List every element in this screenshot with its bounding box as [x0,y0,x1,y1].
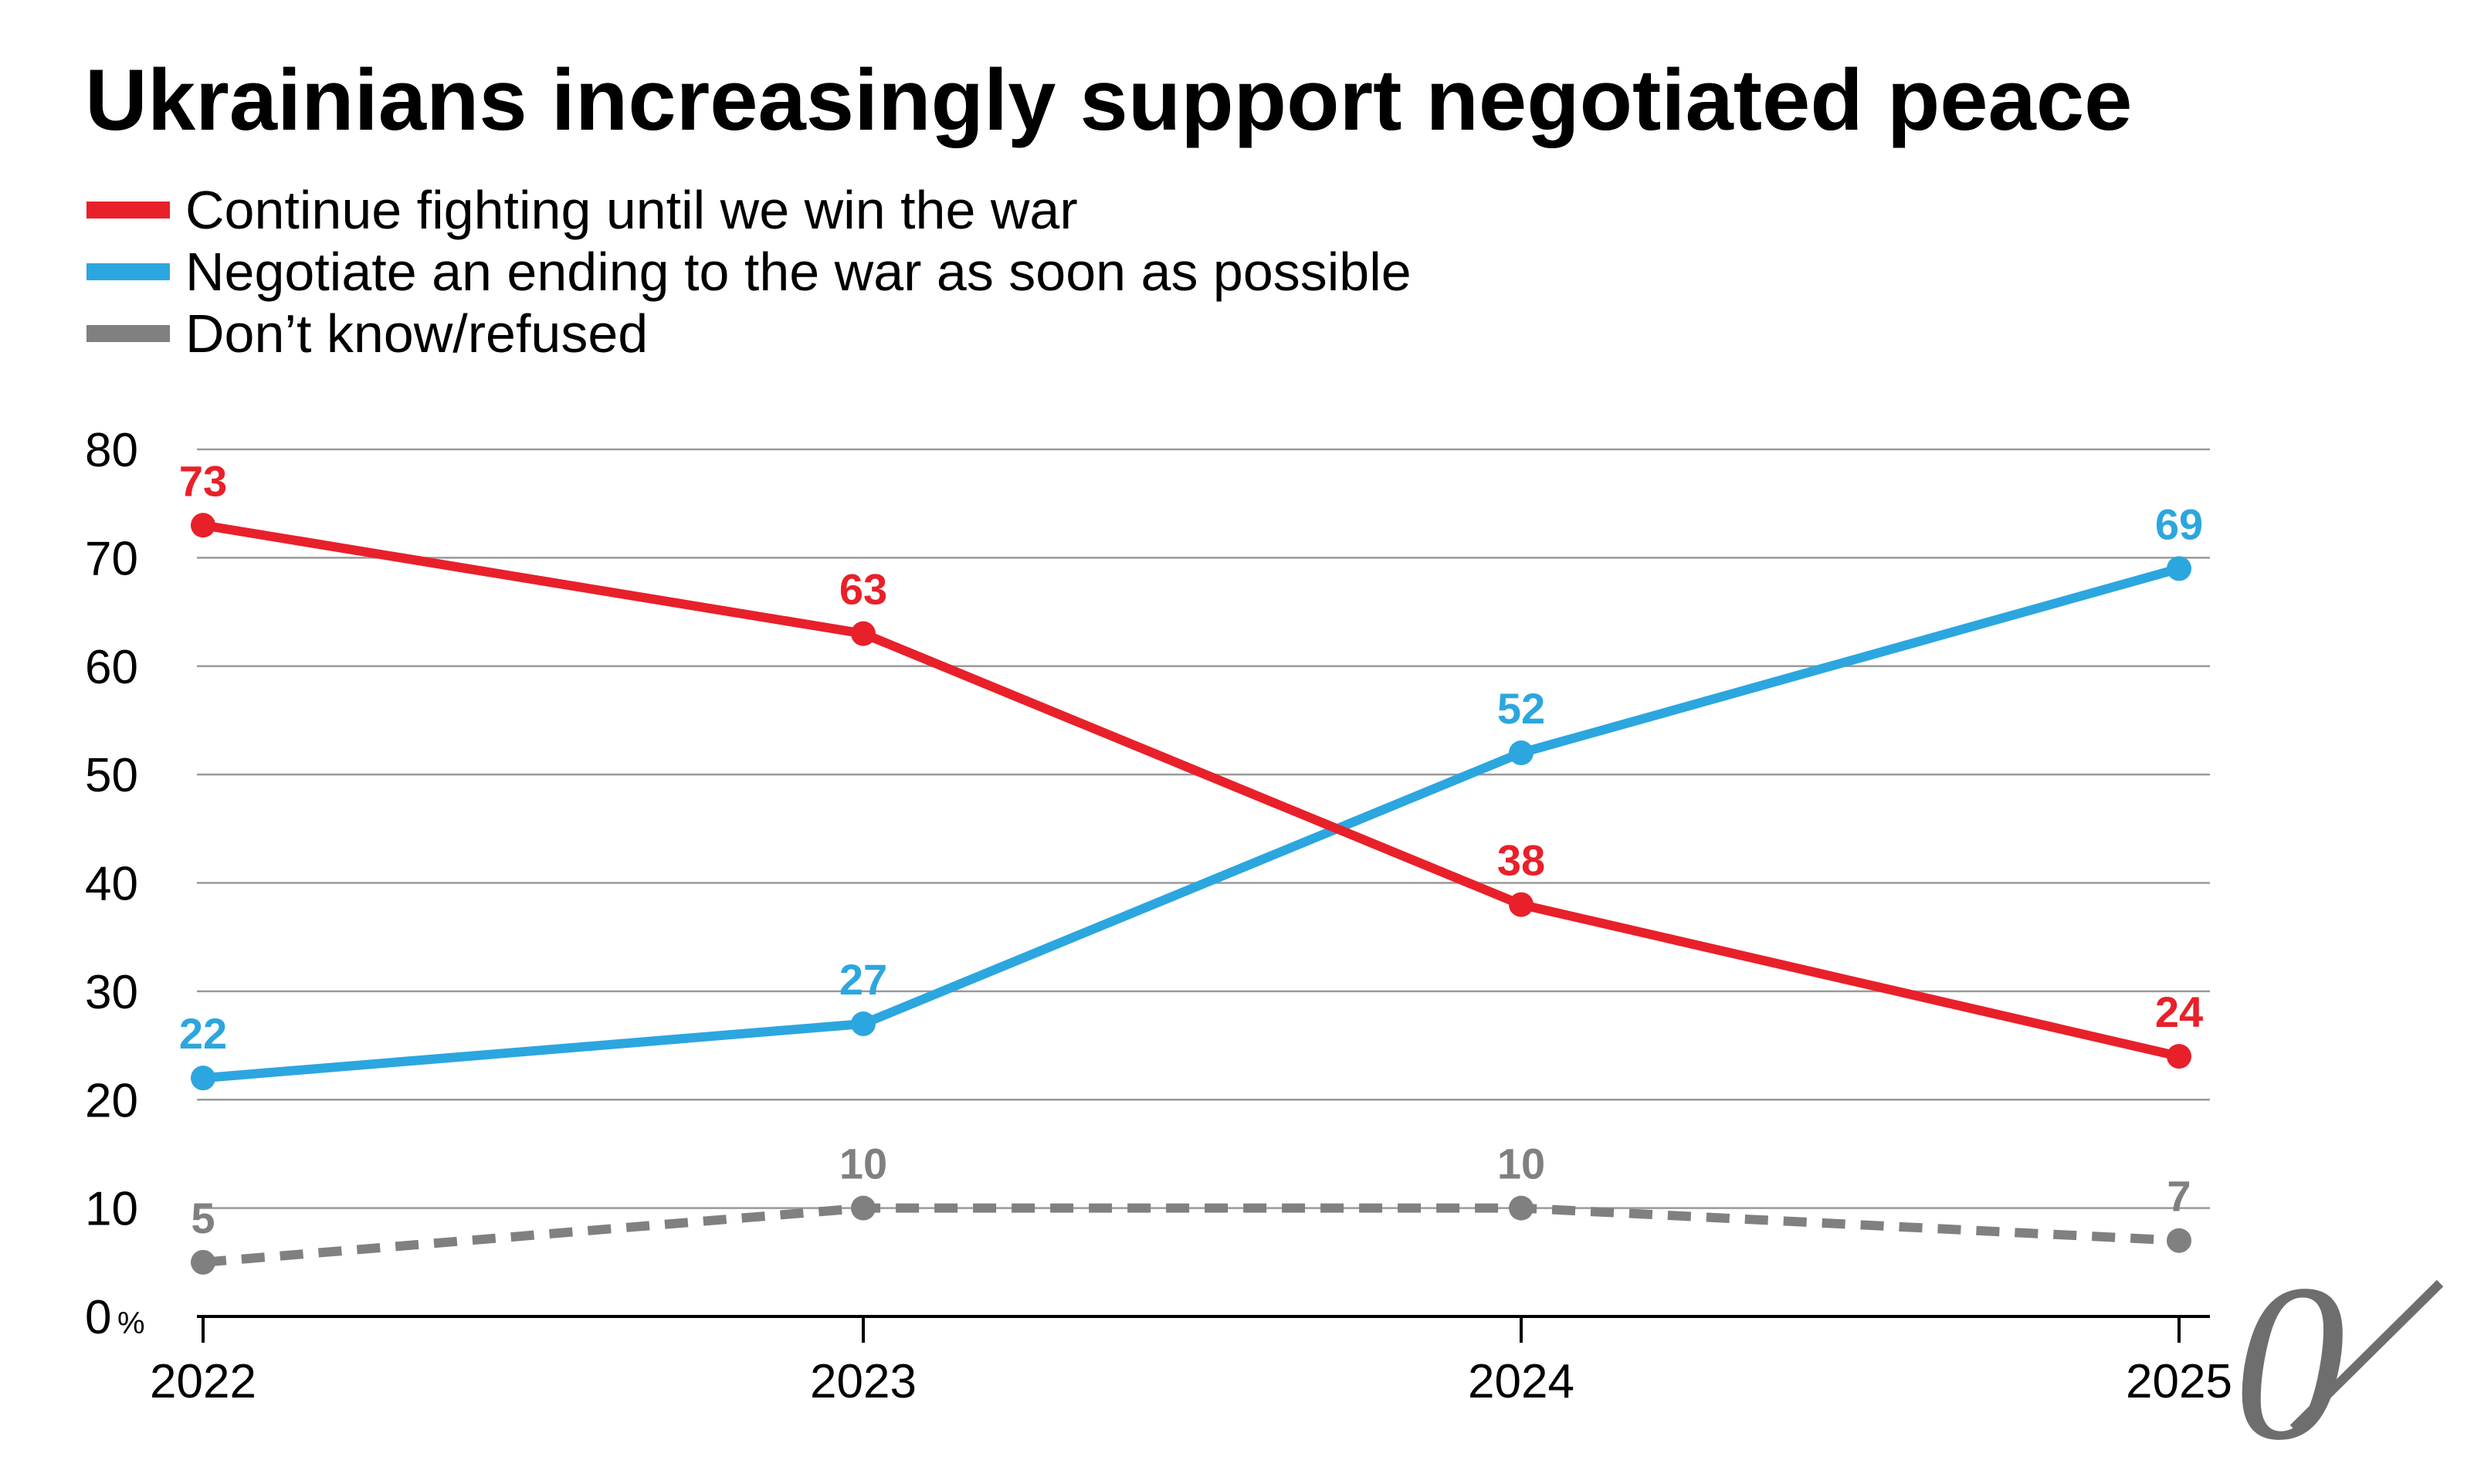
data-label-negotiate-2024: 52 [1497,684,1545,733]
point-negotiate-2022 [191,1066,215,1091]
y-tick-label-80: 80 [85,424,138,477]
legend-swatch-negotiate [86,263,170,280]
point-dontknow-2022 [191,1249,215,1275]
point-fighting-2025 [2167,1044,2191,1069]
x-tick-label-2024: 2024 [1468,1355,1574,1408]
point-fighting-2024 [1509,892,1534,917]
y-tick-label-0: 0 [85,1291,111,1344]
legend-item-dontknow: Don’t know/refused [86,303,648,364]
data-label-fighting-2025: 24 [2155,988,2203,1036]
y-tick-label-60: 60 [85,641,138,694]
logo-icon: 0 [2234,1238,2444,1484]
y-tick-label-70: 70 [85,532,138,585]
x-tick-label-2025: 2025 [2126,1355,2232,1408]
data-label-negotiate-2022: 22 [179,1009,227,1058]
legend-label-dontknow: Don’t know/refused [185,303,648,364]
data-label-dontknow-2025: 7 [2167,1172,2191,1221]
y-tick-suffix: % [117,1306,145,1340]
point-negotiate-2024 [1509,740,1534,766]
point-fighting-2023 [851,621,876,646]
point-fighting-2022 [191,513,215,538]
y-tick-label-10: 10 [85,1183,138,1236]
point-negotiate-2023 [851,1011,876,1036]
data-label-negotiate-2023: 27 [839,955,887,1004]
data-label-negotiate-2025: 69 [2155,500,2203,548]
data-label-dontknow-2022: 5 [191,1194,215,1242]
legend-label-fighting: Continue fighting until we win the war [185,180,1078,240]
data-labels: 5 10 10 7 22 27 52 69 73 63 38 24 [179,456,2203,1242]
legend-swatch-fighting [86,202,170,219]
data-points [191,513,2191,1275]
x-tick-label-2023: 2023 [810,1355,917,1408]
legend-swatch-dontknow [86,325,170,342]
chart-title: Ukrainians increasingly support negotiat… [85,52,2132,148]
series-line-dontknow [202,1203,2180,1267]
logo-slash [2289,1279,2444,1432]
legend-item-negotiate: Negotiate an ending to the war as soon a… [86,242,1412,302]
data-label-fighting-2022: 73 [179,456,227,505]
series-line-fighting [202,520,2181,1061]
data-label-dontknow-2023: 10 [839,1140,887,1188]
point-dontknow-2025 [2167,1228,2191,1253]
point-dontknow-2024 [1509,1195,1534,1221]
y-tick-label-50: 50 [85,749,138,802]
series-line-negotiate [202,564,2181,1083]
series-lines [202,520,2181,1267]
y-tick-label-30: 30 [85,966,138,1019]
point-dontknow-2023 [851,1195,876,1221]
y-tick-label-20: 20 [85,1074,138,1127]
y-tick-label-40: 40 [85,858,138,911]
x-axis: 2022 2023 2024 2025 [150,1315,2232,1408]
y-axis-ticks: 0 % 10 20 30 40 50 60 70 80 [85,424,145,1344]
data-label-fighting-2023: 63 [839,565,887,614]
gridlines [197,448,2210,1209]
x-tick-label-2022: 2022 [150,1355,256,1408]
point-negotiate-2025 [2167,556,2191,581]
legend-item-fighting: Continue fighting until we win the war [86,180,1078,240]
legend-label-negotiate: Negotiate an ending to the war as soon a… [185,242,1412,302]
logo-glyph: 0 [2234,1238,2346,1484]
data-label-fighting-2024: 38 [1497,836,1545,885]
legend: Continue fighting until we win the war N… [86,180,1412,364]
data-label-dontknow-2024: 10 [1497,1140,1545,1188]
